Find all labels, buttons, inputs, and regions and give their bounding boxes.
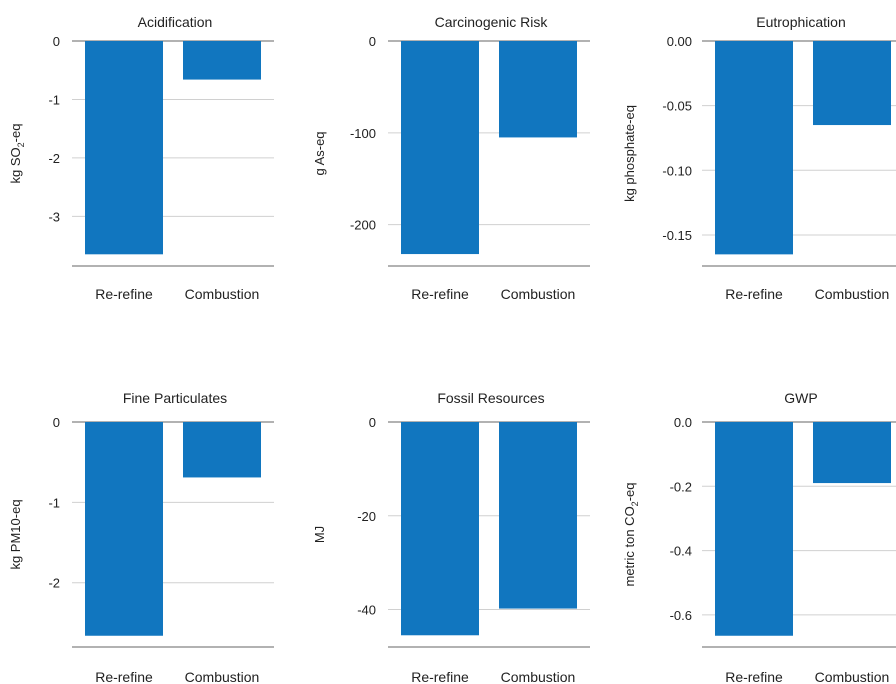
x-category-label: Combustion [501, 669, 576, 684]
panel-acidification: Acidification 0 -1 -2 -3 Re-refine Combustion k… [8, 14, 274, 302]
y-tick-label: -0.05 [662, 99, 692, 114]
x-category-label: Re-refine [411, 286, 469, 302]
y-tick-label: -0.15 [662, 228, 692, 243]
y-tick-label: 0 [369, 34, 376, 49]
y-tick-label: -20 [357, 509, 376, 524]
panel-title: Carcinogenic Risk [435, 14, 549, 30]
y-tick-label: -2 [48, 151, 60, 166]
x-category-label: Re-refine [95, 669, 153, 684]
bar-combustion [499, 41, 577, 138]
bar-re-refine [401, 422, 479, 636]
y-tick-label: -2 [48, 576, 60, 591]
x-category-label: Re-refine [725, 669, 783, 684]
y-tick-label: -0.10 [662, 163, 692, 178]
panel-title: GWP [784, 390, 817, 406]
x-category-label: Combustion [501, 286, 576, 302]
bar-re-refine [85, 41, 163, 255]
panel-gwp: GWP 0.0 -0.2 -0.4 -0.6 Re-refine Combustion met… [622, 390, 896, 684]
y-tick-label: -0.4 [670, 544, 692, 559]
y-axis-label: MJ [312, 526, 327, 543]
bar-combustion [183, 41, 261, 80]
x-category-label: Re-refine [411, 669, 469, 684]
y-tick-label: -3 [48, 209, 60, 224]
y-axis-label: g As-eq [312, 131, 327, 175]
x-category-label: Re-refine [725, 286, 783, 302]
y-tick-label: 0 [369, 415, 376, 430]
y-axis-label: kg SO2-eq [8, 124, 26, 184]
y-tick-label: -0.2 [670, 479, 692, 494]
panel-fine-particulates: Fine Particulates 0 -1 -2 Re-refine Combustio… [8, 390, 274, 684]
y-axis-label: kg phosphate-eq [622, 105, 637, 202]
bar-combustion [813, 41, 891, 126]
panel-fossil-resources: Fossil Resources 0 -20 -40 Re-refine Combusti… [312, 390, 590, 684]
bar-re-refine [715, 41, 793, 255]
y-tick-label: 0 [53, 34, 60, 49]
y-axis-label: kg PM10-eq [8, 499, 23, 569]
bar-combustion [183, 422, 261, 478]
panel-title: Fossil Resources [437, 390, 544, 406]
y-axis-label: metric ton CO2-eq [622, 483, 640, 587]
x-category-label: Re-refine [95, 286, 153, 302]
bar-combustion [499, 422, 577, 609]
y-tick-label: -1 [48, 92, 60, 107]
panel-title: Eutrophication [756, 14, 846, 30]
panel-title: Fine Particulates [123, 390, 227, 406]
y-tick-label: -200 [350, 218, 376, 233]
x-category-label: Combustion [815, 669, 890, 684]
y-tick-label: 0.00 [667, 34, 692, 49]
x-category-label: Combustion [815, 286, 890, 302]
y-tick-label: -0.6 [670, 608, 692, 623]
panel-eutrophication: Eutrophication 0.00 -0.05 -0.10 -0.15 Re-refi… [622, 14, 896, 302]
bar-re-refine [85, 422, 163, 636]
panel-carcinogenic-risk: Carcinogenic Risk 0 -100 -200 Re-refine Combu… [312, 14, 590, 302]
y-tick-label: 0 [53, 415, 60, 430]
y-tick-label: 0.0 [674, 415, 692, 430]
bar-re-refine [715, 422, 793, 636]
y-tick-label: -1 [48, 495, 60, 510]
y-tick-label: -100 [350, 126, 376, 141]
y-tick-label: -40 [357, 603, 376, 618]
x-category-label: Combustion [185, 669, 260, 684]
bar-re-refine [401, 41, 479, 255]
panel-title: Acidification [138, 14, 213, 30]
bar-combustion [813, 422, 891, 484]
x-category-label: Combustion [185, 286, 260, 302]
